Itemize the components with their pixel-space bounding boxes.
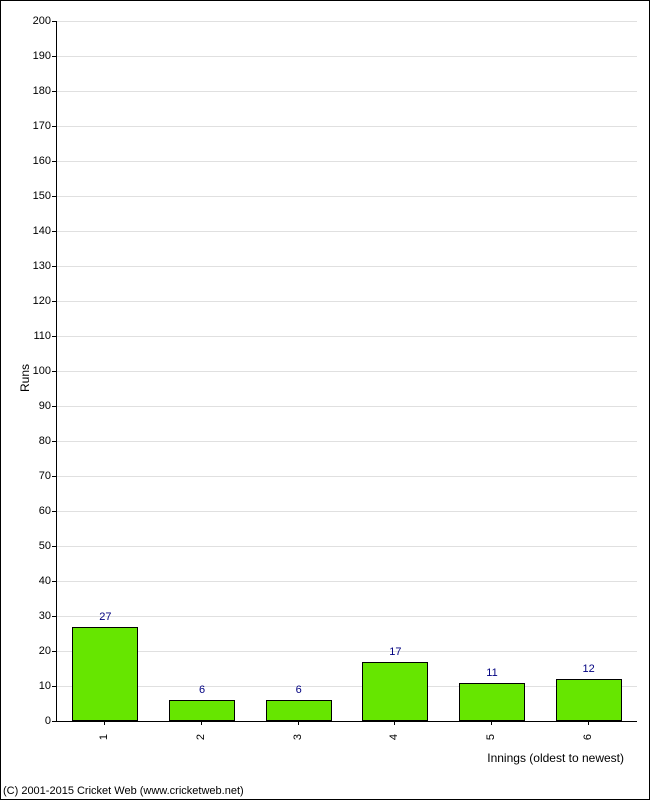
y-tick-mark	[52, 266, 56, 267]
y-tick-label: 110	[11, 330, 51, 342]
y-tick-label: 70	[11, 470, 51, 482]
gridline	[57, 21, 637, 22]
x-tick-label: 6	[582, 727, 594, 747]
y-tick-label: 180	[11, 85, 51, 97]
y-tick-mark	[52, 476, 56, 477]
y-tick-mark	[52, 686, 56, 687]
gridline	[57, 126, 637, 127]
bar-value-label: 6	[296, 684, 302, 696]
gridline	[57, 406, 637, 407]
gridline	[57, 546, 637, 547]
y-tick-label: 20	[11, 645, 51, 657]
bar	[459, 683, 525, 722]
y-tick-mark	[52, 161, 56, 162]
bar-value-label: 12	[583, 663, 595, 675]
bar-value-label: 17	[389, 646, 401, 658]
y-tick-label: 140	[11, 225, 51, 237]
x-axis-label: Innings (oldest to newest)	[487, 751, 624, 765]
y-tick-label: 90	[11, 400, 51, 412]
bar	[72, 627, 138, 722]
y-tick-label: 40	[11, 575, 51, 587]
y-tick-mark	[52, 126, 56, 127]
gridline	[57, 511, 637, 512]
y-tick-mark	[52, 91, 56, 92]
y-tick-mark	[52, 196, 56, 197]
y-tick-label: 30	[11, 610, 51, 622]
y-tick-mark	[52, 301, 56, 302]
y-tick-mark	[52, 616, 56, 617]
gridline	[57, 231, 637, 232]
gridline	[57, 581, 637, 582]
x-tick-label: 1	[98, 727, 110, 747]
bar	[266, 700, 332, 721]
y-tick-label: 60	[11, 505, 51, 517]
bar	[169, 700, 235, 721]
gridline	[57, 196, 637, 197]
y-tick-label: 10	[11, 680, 51, 692]
y-tick-mark	[52, 546, 56, 547]
gridline	[57, 301, 637, 302]
y-tick-mark	[52, 336, 56, 337]
y-tick-label: 200	[11, 15, 51, 27]
x-tick-mark	[104, 721, 105, 725]
bar-value-label: 6	[199, 684, 205, 696]
x-tick-label: 5	[485, 727, 497, 747]
x-tick-label: 4	[388, 727, 400, 747]
x-tick-label: 2	[195, 727, 207, 747]
gridline	[57, 441, 637, 442]
x-tick-mark	[201, 721, 202, 725]
gridline	[57, 686, 637, 687]
x-tick-mark	[298, 721, 299, 725]
bar-value-label: 11	[486, 667, 497, 679]
y-tick-label: 130	[11, 260, 51, 272]
y-tick-mark	[52, 21, 56, 22]
y-tick-label: 120	[11, 295, 51, 307]
y-tick-mark	[52, 511, 56, 512]
gridline	[57, 476, 637, 477]
y-tick-label: 0	[11, 715, 51, 727]
chart-container: 2766171112 Runs Innings (oldest to newes…	[0, 0, 650, 800]
y-tick-mark	[52, 581, 56, 582]
y-tick-label: 50	[11, 540, 51, 552]
x-tick-mark	[394, 721, 395, 725]
copyright-text: (C) 2001-2015 Cricket Web (www.cricketwe…	[3, 785, 244, 797]
y-tick-mark	[52, 231, 56, 232]
gridline	[57, 56, 637, 57]
y-tick-mark	[52, 406, 56, 407]
gridline	[57, 91, 637, 92]
gridline	[57, 371, 637, 372]
y-tick-mark	[52, 651, 56, 652]
y-tick-mark	[52, 721, 56, 722]
bar-value-label: 27	[99, 611, 111, 623]
x-tick-mark	[491, 721, 492, 725]
gridline	[57, 266, 637, 267]
y-tick-label: 170	[11, 120, 51, 132]
gridline	[57, 161, 637, 162]
x-tick-label: 3	[292, 727, 304, 747]
bar	[556, 679, 622, 721]
y-tick-mark	[52, 56, 56, 57]
y-tick-label: 190	[11, 50, 51, 62]
bar	[362, 662, 428, 722]
y-tick-label: 80	[11, 435, 51, 447]
plot-area: 27 6 6 17 11 12	[56, 21, 637, 722]
gridline	[57, 616, 637, 617]
y-tick-label: 100	[11, 365, 51, 377]
y-tick-label: 160	[11, 155, 51, 167]
gridline	[57, 651, 637, 652]
gridline	[57, 336, 637, 337]
y-tick-mark	[52, 441, 56, 442]
y-tick-mark	[52, 371, 56, 372]
x-tick-mark	[588, 721, 589, 725]
y-tick-label: 150	[11, 190, 51, 202]
